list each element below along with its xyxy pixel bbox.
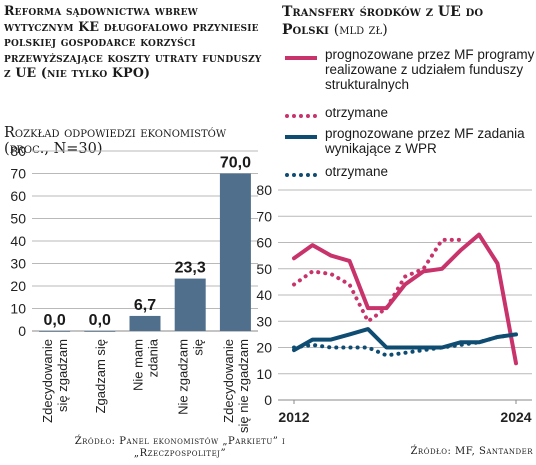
line-ytick-label-3: 30 bbox=[256, 313, 272, 329]
bar-ytick-label-3: 30 bbox=[10, 256, 26, 272]
bar-category-label-3: Nie zgadzamsię bbox=[176, 339, 206, 415]
line-series-3 bbox=[292, 332, 518, 358]
bar-category-line-3-1: się bbox=[191, 339, 206, 356]
bar-category-line-1-0: Zgadzam się bbox=[93, 339, 108, 413]
line-ytick-label-5: 50 bbox=[256, 261, 272, 277]
bar-category-label-0: Zdecydowaniesię zgadzam bbox=[40, 339, 70, 423]
line-ytick-label-1: 10 bbox=[256, 366, 272, 382]
right-chart-title: Transfery środków z UE do Polski (mld zł… bbox=[282, 3, 534, 39]
line-chart: 0 10 20 30 40 50 60 70 80 2012 2024 bbox=[256, 182, 532, 425]
bar-ytick-label-7: 70 bbox=[10, 166, 26, 182]
bar-ytick-label-8: 80 bbox=[10, 143, 26, 159]
legend-label-1: otrzymane bbox=[325, 105, 389, 120]
bar-category-line-0-1: się zgadzam bbox=[55, 339, 70, 412]
bar-1 bbox=[84, 331, 116, 332]
bar-4 bbox=[219, 173, 251, 331]
bar-category-label-1: Zgadzam się bbox=[93, 339, 108, 413]
bar-ytick-label-0: 0 bbox=[18, 323, 26, 339]
bar-2 bbox=[129, 315, 161, 331]
line-ytick-label-0: 0 bbox=[264, 392, 272, 408]
line-ytick-label-7: 70 bbox=[256, 208, 272, 224]
line-ytick-label-2: 20 bbox=[256, 340, 272, 356]
line-xtick-label-1: 2024 bbox=[500, 409, 531, 425]
line-series-2 bbox=[292, 327, 518, 353]
bar-ytick-label-5: 50 bbox=[10, 211, 26, 227]
legend-swatch-0 bbox=[285, 56, 317, 60]
right-chart-title-unit: (mld zł) bbox=[333, 22, 388, 38]
left-chart-title: Reforma sądownictwa wbrew wytycznym KE d… bbox=[4, 3, 262, 81]
left-chart-source: Źródło: Panel ekonomistów „Parkietu” i „… bbox=[74, 436, 286, 459]
line-xtick-label-0: 2012 bbox=[278, 409, 309, 425]
right-chart-source: Źródło: MF, Santander bbox=[410, 446, 533, 457]
bar-ytick-label-1: 10 bbox=[10, 301, 26, 317]
bar-3 bbox=[174, 278, 206, 331]
legend-swatch-2 bbox=[285, 135, 317, 139]
bar-category-line-4-1: się nie zgadzam bbox=[236, 339, 251, 433]
bar-category-line-0-0: Zdecydowanie bbox=[40, 339, 55, 423]
bar-value-label-4: 70,0 bbox=[220, 155, 251, 172]
bar-value-label-2: 6,7 bbox=[134, 297, 156, 314]
left-chart-subtitle: Rozkład odpowiedzi ekonomistów (proc., N… bbox=[4, 125, 227, 157]
line-ytick-label-8: 80 bbox=[256, 182, 272, 198]
bar-ytick-label-6: 60 bbox=[10, 188, 26, 204]
bar-value-label-0: 0,0 bbox=[43, 312, 65, 329]
bar-value-label-1: 0,0 bbox=[89, 312, 111, 329]
line-series-1 bbox=[292, 237, 463, 324]
bar-category-label-2: Nie mamzdania bbox=[131, 338, 161, 391]
line-ytick-label-4: 40 bbox=[256, 287, 272, 303]
bar-ytick-label-2: 20 bbox=[10, 278, 26, 294]
right-chart-title-text: Transfery środków z UE do Polski bbox=[282, 4, 484, 38]
bar-category-label-4: Zdecydowaniesię nie zgadzam bbox=[221, 339, 251, 433]
bar-value-label-3: 23,3 bbox=[175, 260, 206, 277]
legend-swatch-3 bbox=[285, 173, 317, 177]
line-series-0 bbox=[292, 232, 518, 366]
legend-label-0: prognozowane przez MF programy realizowa… bbox=[325, 47, 535, 92]
legend-label-2: prognozowane przez MF zadania wynikające… bbox=[325, 126, 525, 156]
line-ytick-label-6: 60 bbox=[256, 235, 272, 251]
bar-category-line-3-0: Nie zgadzam bbox=[176, 339, 191, 415]
legend-swatch-1 bbox=[285, 114, 317, 118]
bar-category-line-2-1: zdania bbox=[146, 338, 161, 377]
bar-0 bbox=[39, 331, 71, 332]
bar-category-line-4-0: Zdecydowanie bbox=[221, 339, 236, 423]
bar-category-line-2-0: Nie mam bbox=[131, 339, 146, 391]
legend-label-3: otrzymane bbox=[325, 164, 389, 179]
bar-ytick-label-4: 40 bbox=[10, 233, 26, 249]
